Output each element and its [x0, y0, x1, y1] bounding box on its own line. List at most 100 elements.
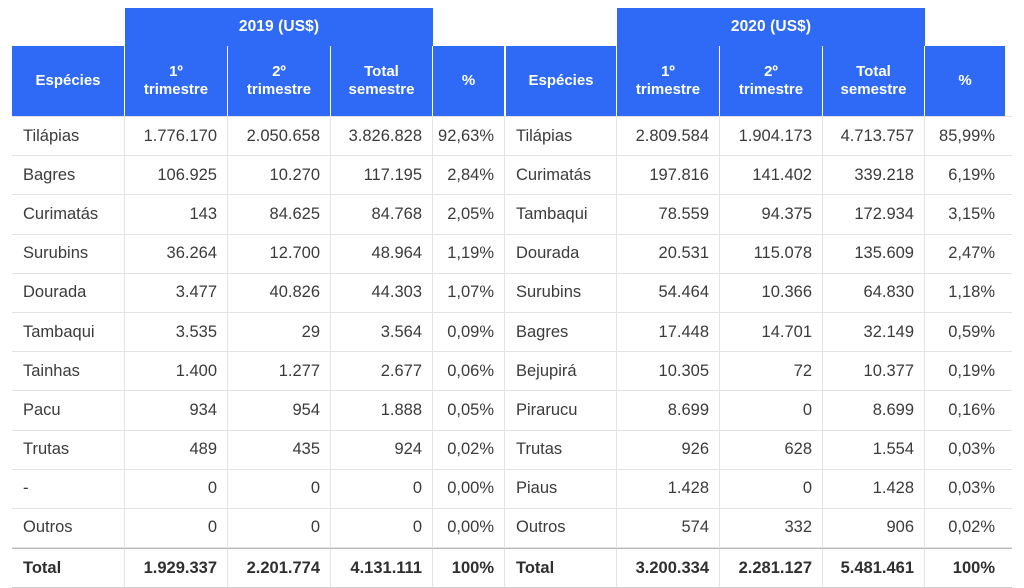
cell-q1-2019: 143: [125, 195, 228, 234]
cell-q2-2019: 435: [228, 430, 331, 469]
cell-pct-2020: 2,47%: [948, 244, 995, 263]
cell-pct-2020: 0,02%: [948, 518, 995, 537]
cell-q2-2020: 10.366: [720, 273, 823, 312]
cell-total-2019: 4.131.111: [331, 549, 433, 588]
header-label: %: [461, 72, 476, 90]
header-pct-2019[interactable]: %: [433, 46, 504, 116]
band-spacer-end: [925, 8, 1012, 46]
cell-total-2020: 1.554: [823, 430, 925, 469]
header-q1-2019[interactable]: 1º trimestre: [125, 46, 228, 116]
cell-species-2020: Surubins: [504, 273, 617, 312]
header-label: Total semestre: [840, 63, 907, 98]
header-label: 2º trimestre: [246, 63, 312, 98]
cell-species-2020: Tambaqui: [504, 195, 617, 234]
cell-q1-2019: 489: [125, 430, 228, 469]
cell-total-2019: 48.964: [331, 234, 433, 273]
cell-total-2019: 2.677: [331, 352, 433, 391]
header-especies-2020[interactable]: Espécies: [504, 46, 617, 116]
cell-q2-2019: 84.625: [228, 195, 331, 234]
cell-total-2019: 0: [331, 469, 433, 508]
header-label: Espécies: [35, 72, 101, 90]
cell-q1-2019: 1.400: [125, 352, 228, 391]
cell-total-2019: 0: [331, 508, 433, 548]
cell-pct-2019: 1,19%: [447, 244, 494, 263]
cell-q2-2020: 14.701: [720, 312, 823, 352]
cell-species-2020: Bejupirá: [504, 352, 617, 391]
cell-total-2019: 1.888: [331, 391, 433, 430]
cell-q2-2019: 2.050.658: [228, 117, 331, 156]
cell-pct-2020: 0,03%: [948, 479, 995, 498]
cell-species-2020: Curimatás: [504, 156, 617, 195]
cell-q1-2020: 17.448: [617, 312, 720, 352]
header-total-2020[interactable]: Total semestre: [823, 46, 925, 116]
cell-species-2019: Tainhas: [12, 352, 125, 391]
cell-species-2020: Outros: [504, 508, 617, 548]
cell-pct-2019: 2,05%: [447, 204, 494, 223]
cell-pct-2020: 0,03%: [948, 440, 995, 459]
cell-species-2019: Dourada: [12, 273, 125, 312]
table-row: Surubins 36.264 12.700 48.964 1,19% Dourada 20…: [12, 234, 1012, 274]
cell-pct-2019: 0,09%: [447, 322, 494, 341]
cell-species-2019: Outros: [12, 508, 125, 548]
table-row: Curimatás 143 84.625 84.768 2,05% Tambaqui 78.…: [12, 195, 1012, 235]
cell-pct-2020: 0,19%: [948, 361, 995, 380]
cell-q2-2019: 0: [228, 508, 331, 548]
cell-total-2020: 64.830: [823, 273, 925, 312]
cell-q1-2019: 106.925: [125, 156, 228, 195]
year-band-2020: 2020 (US$): [617, 8, 925, 46]
cell-pct-2020: 100%: [952, 558, 995, 577]
cell-pct-2019: 2,84%: [447, 165, 494, 184]
cell-q2-2020: 332: [720, 508, 823, 548]
header-q2-2020[interactable]: 2º trimestre: [720, 46, 823, 116]
cell-q1-2019: 1.929.337: [125, 549, 228, 588]
cell-q1-2020: 2.809.584: [617, 117, 720, 156]
band-spacer-left: [12, 8, 125, 46]
cell-q1-2020: 574: [617, 508, 720, 548]
cell-q2-2019: 1.277: [228, 352, 331, 391]
cell-q2-2020: 1.904.173: [720, 117, 823, 156]
cell-species-2020: Bagres: [504, 312, 617, 352]
header-label: 1º trimestre: [143, 63, 209, 98]
cell-total-2020: 5.481.461: [823, 549, 925, 588]
cell-species-2019: Trutas: [12, 430, 125, 469]
cell-q2-2019: 12.700: [228, 234, 331, 273]
header-label: Espécies: [528, 72, 594, 90]
cell-pct-2019: 0,02%: [447, 440, 494, 459]
year-band-row: 2019 (US$) 2020 (US$): [12, 8, 1012, 46]
cell-q1-2019: 0: [125, 508, 228, 548]
table-row: Bagres 106.925 10.270 117.195 2,84% Curimatás…: [12, 156, 1012, 196]
column-header-row: Espécies 1º trimestre 2º trimestre Total se…: [12, 46, 1012, 116]
cell-q1-2020: 1.428: [617, 469, 720, 508]
cell-pct-2019: 0,00%: [447, 479, 494, 498]
cell-total-2020: 1.428: [823, 469, 925, 508]
total-row: Total 1.929.337 2.201.774 4.131.111 100% Tota…: [12, 548, 1012, 588]
cell-pct-2020: 1,18%: [948, 283, 995, 302]
cell-q2-2019: 29: [228, 312, 331, 352]
cell-q2-2020: 628: [720, 430, 823, 469]
cell-pct-2019: 0,05%: [447, 400, 494, 419]
header-label: 2º trimestre: [738, 63, 804, 98]
table-row: Tainhas 1.400 1.277 2.677 0,06% Bejupirá 10.30…: [12, 352, 1012, 392]
band-spacer-mid: [433, 8, 504, 46]
cell-species-2019: -: [12, 469, 125, 508]
cell-species-2019: Surubins: [12, 234, 125, 273]
table-row: Trutas 489 435 924 0,02% Trutas 926 628 1.554 0,0…: [12, 430, 1012, 470]
cell-pct-2019: 0,00%: [447, 518, 494, 537]
cell-total-2019: 924: [331, 430, 433, 469]
cell-q1-2020: 926: [617, 430, 720, 469]
year-band-2019: 2019 (US$): [125, 8, 433, 46]
cell-q2-2019: 954: [228, 391, 331, 430]
cell-q2-2020: 0: [720, 469, 823, 508]
header-q2-2019[interactable]: 2º trimestre: [228, 46, 331, 116]
header-total-2019[interactable]: Total semestre: [331, 46, 433, 116]
cell-pct-2020: 6,19%: [948, 165, 995, 184]
cell-species-2020: Piaus: [504, 469, 617, 508]
header-q1-2020[interactable]: 1º trimestre: [617, 46, 720, 116]
header-pct-2020[interactable]: %: [925, 46, 1005, 116]
cell-q1-2019: 934: [125, 391, 228, 430]
cell-total-2019: 3.826.828: [331, 117, 433, 156]
header-especies-2019[interactable]: Espécies: [12, 46, 125, 116]
cell-q1-2020: 197.816: [617, 156, 720, 195]
cell-total-2020: 135.609: [823, 234, 925, 273]
cell-total-2019: 117.195: [331, 156, 433, 195]
